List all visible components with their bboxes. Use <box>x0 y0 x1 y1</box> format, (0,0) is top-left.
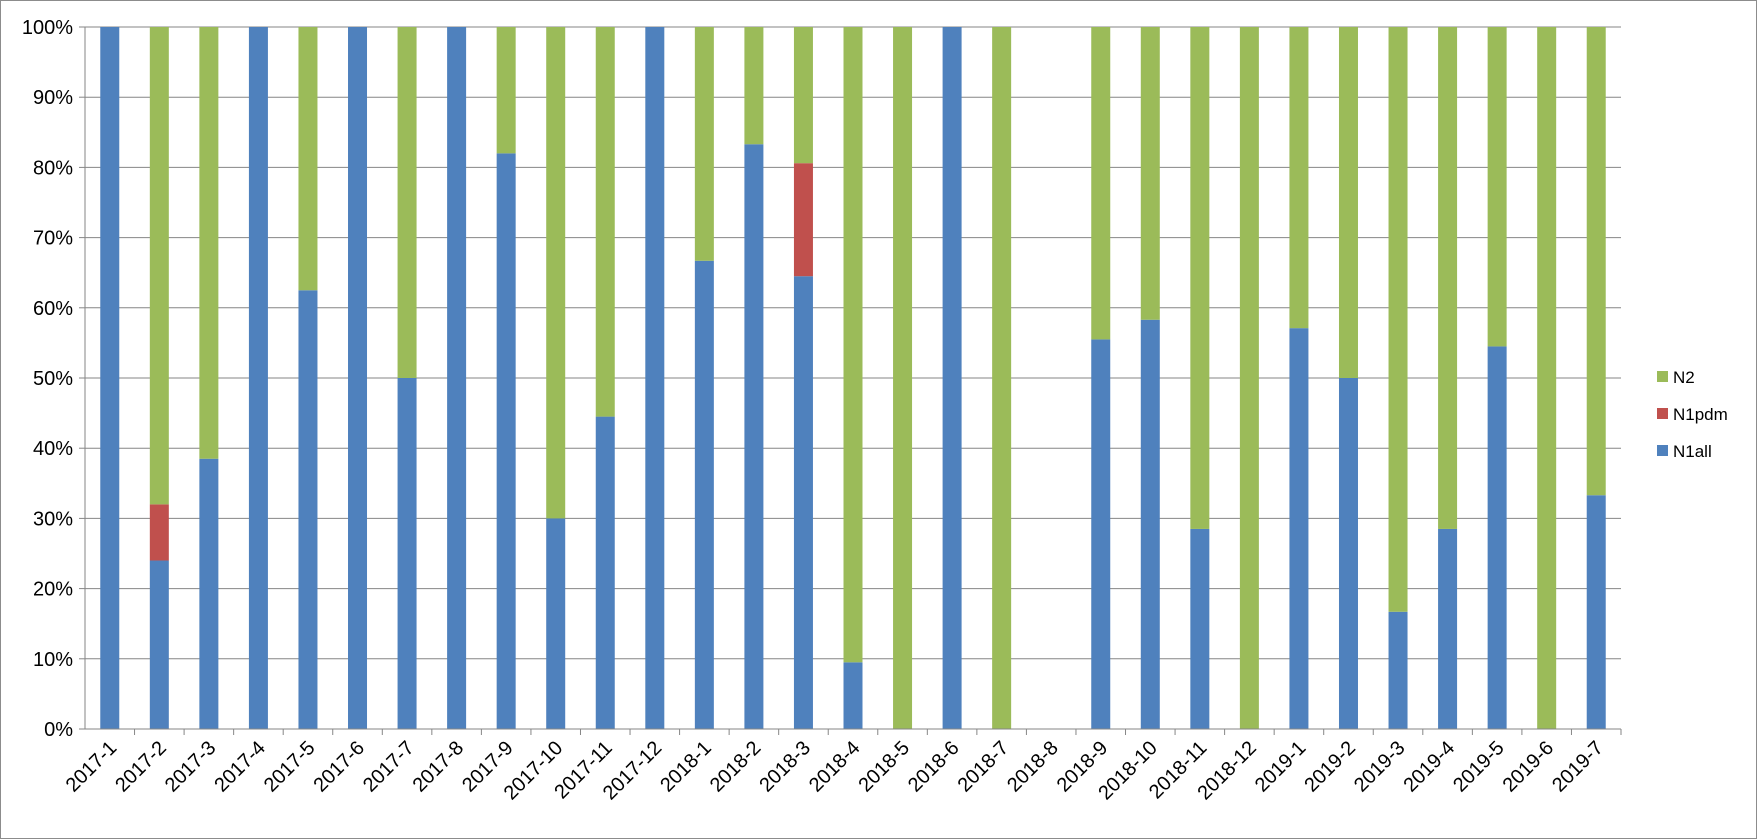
bar-segment-n2 <box>298 27 318 291</box>
x-tick-label: 2017-3 <box>161 737 221 797</box>
bar-segment-n1all <box>1091 339 1111 729</box>
bar-segment-n1all <box>1487 346 1507 729</box>
x-tick-label: 2018-6 <box>904 737 964 797</box>
x-tick-label: 2019-2 <box>1300 737 1360 797</box>
bar-segment-n2 <box>744 27 764 145</box>
bar-segment-n1all <box>199 458 219 729</box>
legend-label-n1all: N1all <box>1673 442 1712 461</box>
bar-segment-n2 <box>1586 27 1606 496</box>
bar-segment-n1all <box>546 518 566 729</box>
legend-swatch-n1all <box>1657 445 1668 456</box>
y-tick-label: 60% <box>33 298 73 320</box>
bar-segment-n2 <box>694 27 714 261</box>
bar-segment-n2 <box>1537 27 1557 729</box>
x-tick-label: 2017-4 <box>210 737 270 797</box>
x-tick-label: 2017-5 <box>260 737 320 797</box>
y-tick-label: 40% <box>33 438 73 460</box>
bar-segment-n1all <box>595 416 615 729</box>
x-tick-label: 2017-6 <box>309 737 369 797</box>
bar-segment-n1all <box>1140 319 1160 729</box>
bar-segment-n1all <box>248 27 268 729</box>
x-tick-label: 2018-7 <box>954 737 1014 797</box>
bar-segment-n2 <box>1438 27 1458 529</box>
y-tick-label: 70% <box>33 228 73 250</box>
x-tick-label: 2017-7 <box>359 737 419 797</box>
x-tick-label: 2019-5 <box>1449 737 1509 797</box>
x-tick-label: 2018-8 <box>1003 737 1063 797</box>
x-tick-label: 2018-1 <box>656 737 716 797</box>
bar-segment-n2 <box>1190 27 1210 529</box>
x-tick-label: 2018-4 <box>805 737 865 797</box>
x-tick-label: 2019-7 <box>1548 737 1608 797</box>
x-tick-label: 2019-6 <box>1499 737 1559 797</box>
bar-segment-n2 <box>992 27 1012 729</box>
legend-label-n1pdm: N1pdm <box>1673 405 1728 424</box>
x-tick-label: 2017-8 <box>409 737 469 797</box>
y-tick-label: 0% <box>44 719 73 741</box>
axes <box>79 26 1622 735</box>
bar-segment-n2 <box>199 27 219 459</box>
bar-segment-n1all <box>694 260 714 729</box>
bar-segment-n1pdm <box>149 504 169 561</box>
bar-segment-n1all <box>149 560 169 729</box>
y-tick-label: 20% <box>33 579 73 601</box>
y-tick-label: 80% <box>33 157 73 179</box>
bar-segment-n2 <box>843 27 863 663</box>
y-tick-label: 50% <box>33 368 73 390</box>
bar-segment-n1all <box>298 290 318 729</box>
bar-segment-n1all <box>645 27 665 729</box>
bar-segment-n1pdm <box>793 163 813 277</box>
bar-segment-n1all <box>397 378 417 729</box>
bar-segment-n2 <box>546 27 566 519</box>
bar-segment-n1all <box>1338 378 1358 729</box>
bar-segment-n2 <box>149 27 169 505</box>
x-tick-label: 2018-2 <box>706 737 766 797</box>
legend-label-n2: N2 <box>1673 368 1695 387</box>
bar-segment-n2 <box>397 27 417 378</box>
y-tick-label: 10% <box>33 649 73 671</box>
bar-segment-n2 <box>595 27 615 417</box>
x-tick-label: 2018-3 <box>755 737 815 797</box>
bar-segment-n2 <box>1289 27 1309 329</box>
x-tick-label: 2019-1 <box>1251 737 1311 797</box>
x-tick-labels: 2017-12017-22017-32017-42017-52017-62017… <box>62 737 1608 804</box>
bar-segment-n2 <box>793 27 813 164</box>
y-tick-label: 100% <box>22 17 73 39</box>
x-tick-label: 2018-5 <box>854 737 914 797</box>
bar-segment-n1all <box>744 144 764 729</box>
legend-swatch-n1pdm <box>1657 408 1668 419</box>
bar-segment-n1all <box>1289 328 1309 729</box>
y-tick-labels: 0% 10% 20% 30% 40% 50% 60% 70% 80% 90% 100% <box>22 17 73 741</box>
bar-segment-n1all <box>496 153 516 730</box>
bar-segment-n2 <box>496 27 516 154</box>
x-tick-label: 2017-1 <box>62 737 122 797</box>
bars <box>100 27 1606 730</box>
bar-segment-n1all <box>1586 495 1606 729</box>
bar-segment-n1all <box>1190 528 1210 729</box>
bar-segment-n2 <box>1239 27 1259 729</box>
bar-segment-n2 <box>1338 27 1358 378</box>
bar-segment-n1all <box>1438 528 1458 729</box>
bar-segment-n1all <box>100 27 120 729</box>
x-tick-label: 2017-2 <box>111 737 171 797</box>
x-tick-label: 2019-3 <box>1350 737 1410 797</box>
bar-segment-n2 <box>1091 27 1111 340</box>
bar-segment-n1all <box>942 27 962 729</box>
bar-segment-n2 <box>1487 27 1507 347</box>
bar-segment-n2 <box>1140 27 1160 320</box>
y-tick-label: 30% <box>33 508 73 530</box>
bar-segment-n1all <box>348 27 368 729</box>
legend-swatch-n2 <box>1657 371 1668 382</box>
y-tick-label: 90% <box>33 87 73 109</box>
bar-segment-n1all <box>447 27 467 729</box>
bar-segment-n2 <box>1388 27 1408 612</box>
bar-segment-n1all <box>1388 611 1408 729</box>
x-tick-label: 2019-4 <box>1400 737 1460 797</box>
bar-segment-n1all <box>793 276 813 729</box>
bar-segment-n1all <box>843 662 863 729</box>
bar-segment-n2 <box>893 27 913 729</box>
legend: N2 N1pdm N1all <box>1657 368 1728 461</box>
